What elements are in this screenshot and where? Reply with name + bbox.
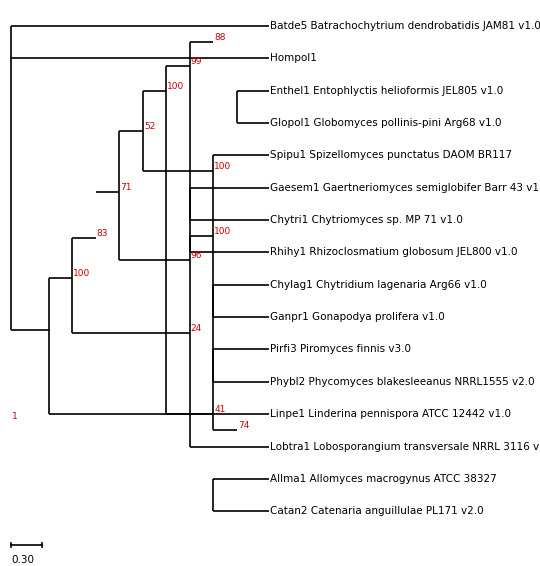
Text: 100: 100 [214, 162, 232, 171]
Text: Batde5 Batrachochytrium dendrobatidis JAM81 v1.0: Batde5 Batrachochytrium dendrobatidis JA… [271, 21, 540, 31]
Text: 52: 52 [144, 122, 155, 131]
Text: Allma1 Allomyces macrogynus ATCC 38327: Allma1 Allomyces macrogynus ATCC 38327 [271, 474, 497, 484]
Text: 100: 100 [167, 82, 185, 91]
Text: Catan2 Catenaria anguillulae PL171 v2.0: Catan2 Catenaria anguillulae PL171 v2.0 [271, 506, 484, 516]
Text: 71: 71 [120, 183, 132, 192]
Text: Glopol1 Globomyces pollinis-pini Arg68 v1.0: Glopol1 Globomyces pollinis-pini Arg68 v… [271, 118, 502, 128]
Text: 99: 99 [191, 57, 202, 66]
Text: 96: 96 [191, 251, 202, 260]
Text: Spipu1 Spizellomyces punctatus DAOM BR117: Spipu1 Spizellomyces punctatus DAOM BR11… [271, 151, 512, 160]
Text: Gaesem1 Gaertneriomyces semiglobifer Barr 43 v1.0: Gaesem1 Gaertneriomyces semiglobifer Bar… [271, 183, 540, 192]
Text: Lobtra1 Lobosporangium transversale NRRL 3116 v1.0: Lobtra1 Lobosporangium transversale NRRL… [271, 441, 540, 452]
Text: Rhihy1 Rhizoclosmatium globosum JEL800 v1.0: Rhihy1 Rhizoclosmatium globosum JEL800 v… [271, 247, 518, 258]
Text: Hompol1: Hompol1 [271, 53, 318, 63]
Text: 24: 24 [191, 324, 202, 333]
Text: 41: 41 [214, 405, 226, 414]
Text: 100: 100 [214, 227, 232, 236]
Text: Pirfi3 Piromyces finnis v3.0: Pirfi3 Piromyces finnis v3.0 [271, 345, 411, 354]
Text: Chytri1 Chytriomyces sp. MP 71 v1.0: Chytri1 Chytriomyces sp. MP 71 v1.0 [271, 215, 463, 225]
Text: Linpe1 Linderina pennispora ATCC 12442 v1.0: Linpe1 Linderina pennispora ATCC 12442 v… [271, 409, 511, 419]
Text: 100: 100 [73, 269, 91, 278]
Text: Phybl2 Phycomyces blakesleeanus NRRL1555 v2.0: Phybl2 Phycomyces blakesleeanus NRRL1555… [271, 377, 535, 387]
Text: 88: 88 [214, 33, 226, 42]
Text: 74: 74 [238, 421, 249, 430]
Text: 83: 83 [97, 229, 108, 238]
Text: 1: 1 [12, 411, 18, 421]
Text: Chylag1 Chytridium lagenaria Arg66 v1.0: Chylag1 Chytridium lagenaria Arg66 v1.0 [271, 280, 487, 290]
Text: 0.30: 0.30 [11, 555, 34, 565]
Text: Ganpr1 Gonapodya prolifera v1.0: Ganpr1 Gonapodya prolifera v1.0 [271, 312, 445, 322]
Text: Enthel1 Entophlyctis helioformis JEL805 v1.0: Enthel1 Entophlyctis helioformis JEL805 … [271, 85, 504, 96]
